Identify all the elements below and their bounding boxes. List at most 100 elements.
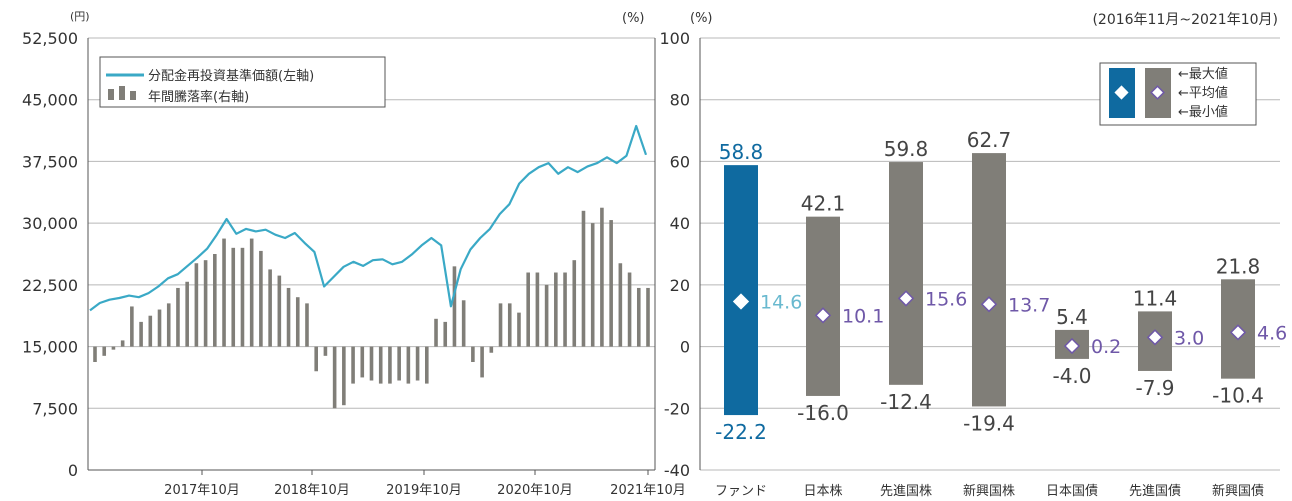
category-label: 日本株 — [803, 484, 842, 499]
return-bar — [305, 303, 309, 347]
return-bar — [111, 346, 116, 350]
return-bar — [461, 300, 466, 347]
return-bar — [176, 287, 180, 347]
avg-value-label: 0.2 — [1091, 336, 1121, 358]
category-label: 新興国債 — [1212, 483, 1264, 499]
return-bar — [286, 287, 291, 347]
legend-min-label: ←最小値 — [1178, 104, 1228, 120]
max-value-label: 21.8 — [1216, 254, 1261, 278]
left-tick-label: 52,500 — [22, 29, 78, 48]
range-bar — [806, 216, 840, 396]
return-bar — [277, 275, 282, 347]
left-tick-label: 15,000 — [22, 338, 78, 357]
return-bar — [240, 247, 245, 347]
return-bar — [452, 266, 457, 347]
return-bar — [369, 346, 374, 381]
category-label: 日本国債 — [1046, 484, 1098, 499]
right-tick-label: -20 — [664, 399, 690, 418]
return-bar — [378, 346, 383, 384]
return-bar — [425, 346, 429, 384]
return-bar — [231, 247, 236, 347]
return-bar — [572, 260, 577, 347]
annual-return-bars — [93, 207, 650, 409]
return-bar — [360, 346, 365, 378]
return-bar — [526, 272, 530, 347]
return-bar — [627, 272, 632, 347]
left-tick-label: 45,000 — [22, 91, 78, 110]
right-unit-label: (%) — [622, 11, 645, 26]
return-bar — [581, 210, 586, 347]
left-tick-label: 37,500 — [22, 152, 78, 171]
x-tick-label: 2018年10月 — [274, 483, 350, 498]
right-tick-label: -40 — [664, 461, 690, 480]
right-chart-unit: (%) — [690, 11, 713, 26]
average-marker — [732, 293, 750, 310]
return-bar — [268, 269, 272, 347]
return-bar — [203, 260, 208, 347]
return-bar — [332, 346, 337, 409]
return-bar — [130, 306, 134, 347]
return-bar — [222, 238, 226, 347]
left-tick-label: 0 — [68, 461, 78, 480]
right-tick-label: 100 — [659, 29, 690, 48]
return-bar — [194, 263, 199, 347]
return-bar — [544, 284, 549, 347]
range-value-labels: 58.8 -22.2 14.6 42.1 -16.0 10.1 59.8 -12.4 15.6 6… — [715, 128, 1287, 444]
return-bar — [618, 263, 623, 347]
return-bar — [120, 340, 125, 347]
category-label: 先進国株 — [880, 484, 932, 499]
avg-value-label: 10.1 — [842, 305, 884, 327]
return-bar — [636, 287, 641, 347]
legend-avg-label: ←平均値 — [1178, 85, 1228, 101]
return-bar — [646, 287, 650, 347]
return-bar — [397, 346, 401, 381]
avg-value-label: 4.6 — [1257, 322, 1287, 344]
right-tick-label: 20 — [670, 276, 690, 295]
return-bar — [554, 272, 558, 347]
period-label: (2016年11月~2021年10月) — [1092, 12, 1278, 28]
left-legend: 分配金再投資基準価額(左軸) 年間騰落率(右軸) — [99, 56, 386, 108]
x-tick-label: 2019年10月 — [386, 483, 462, 498]
max-value-label: 5.4 — [1056, 305, 1088, 329]
left-chart: 52,500 100 45,000 80 37,500 60 30,000 40 22,500 2… — [22, 10, 690, 498]
max-value-label: 58.8 — [719, 140, 764, 164]
right-gridlines — [699, 37, 1280, 471]
return-bar — [185, 281, 189, 347]
average-marker — [1146, 329, 1164, 346]
right-tick-label: 40 — [670, 214, 690, 233]
avg-value-label: 15.6 — [925, 288, 967, 310]
return-bar — [213, 254, 217, 347]
max-value-label: 42.1 — [801, 192, 846, 216]
left-unit-label: (円) — [70, 10, 90, 23]
return-bar — [388, 346, 392, 384]
return-bar — [249, 238, 254, 347]
right-legend: ←最大値 ←平均値 ←最小値 — [1099, 62, 1257, 126]
right-tick-label: 80 — [670, 91, 690, 110]
min-value-label: -7.9 — [1135, 376, 1174, 400]
category-label: ファンド — [715, 484, 767, 499]
return-bar — [590, 223, 595, 347]
return-bar — [471, 346, 475, 362]
legend-bar-swatch — [130, 91, 136, 100]
return-bar — [259, 250, 263, 347]
return-bar — [498, 303, 503, 347]
min-value-label: -4.0 — [1052, 364, 1091, 388]
legend-bar-swatch — [119, 86, 125, 100]
right-chart: (%) (2016年11月~2021年10月) 58.8 -22.2 14.6 42.… — [690, 11, 1287, 499]
return-bar — [166, 303, 171, 347]
return-bar — [157, 309, 162, 347]
min-value-label: -12.4 — [880, 390, 932, 414]
return-bar — [323, 346, 328, 356]
return-bar — [351, 346, 355, 384]
return-bar — [507, 303, 512, 347]
avg-value-label: 3.0 — [1174, 327, 1204, 349]
return-bar — [148, 315, 153, 347]
x-tick-label: 2017年10月 — [164, 483, 240, 498]
return-bar — [102, 346, 107, 356]
return-bar — [480, 346, 484, 378]
return-bar — [139, 321, 143, 347]
return-bar — [443, 321, 448, 347]
max-value-label: 59.8 — [884, 137, 929, 161]
avg-value-label: 13.7 — [1008, 294, 1050, 316]
range-bar — [889, 162, 923, 385]
